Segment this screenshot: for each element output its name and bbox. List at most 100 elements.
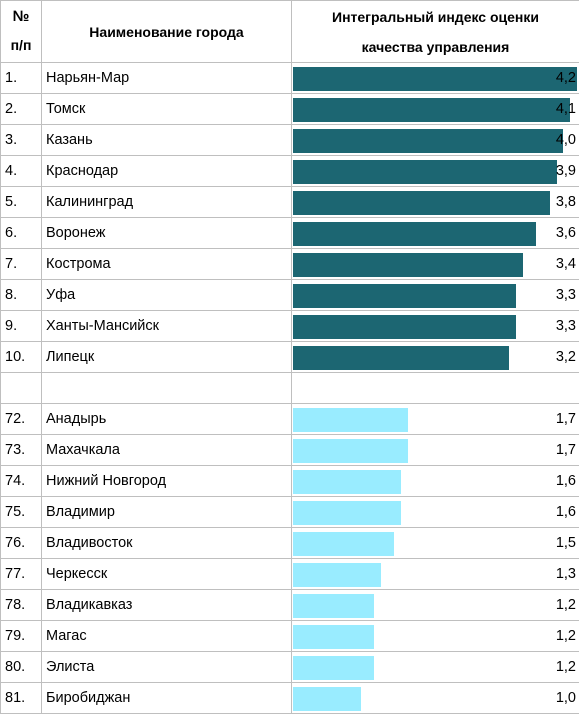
index-value: 1,7 — [555, 411, 576, 427]
index-value: 3,3 — [555, 318, 576, 334]
index-cell: 3,9 — [291, 155, 579, 187]
index-cell: 3,8 — [291, 186, 579, 218]
index-value: 1,3 — [555, 566, 576, 582]
row-number: 10. — [0, 341, 42, 373]
index-bar — [293, 594, 374, 618]
index-bar — [293, 439, 408, 463]
index-cell: 1,0 — [291, 682, 579, 714]
header-city: Наименование города — [41, 0, 292, 63]
table-row: 10. Липецк 3,2 — [0, 341, 579, 373]
table-row: 79. Магас 1,2 — [0, 620, 579, 652]
city-name: Ханты-Мансийск — [41, 310, 292, 342]
index-value: 4,0 — [555, 132, 576, 148]
city-name: Магас — [41, 620, 292, 652]
index-cell: 1,2 — [291, 589, 579, 621]
city-name: Нижний Новгород — [41, 465, 292, 497]
index-cell: 4,1 — [291, 93, 579, 125]
table-row: 73. Махачкала 1,7 — [0, 434, 579, 466]
row-number: 72. — [0, 403, 42, 435]
row-number: 6. — [0, 217, 42, 249]
city-name: Элиста — [41, 651, 292, 683]
index-bar — [293, 160, 557, 184]
table-row: 4. Краснодар 3,9 — [0, 155, 579, 187]
row-number: 5. — [0, 186, 42, 218]
index-cell: 1,6 — [291, 465, 579, 497]
index-cell: 1,3 — [291, 558, 579, 590]
empty-cell — [41, 372, 292, 404]
index-value: 1,2 — [555, 659, 576, 675]
index-bar — [293, 284, 516, 308]
city-name: Калининград — [41, 186, 292, 218]
index-value: 4,1 — [555, 101, 576, 117]
index-value: 1,0 — [555, 690, 576, 706]
index-value: 3,3 — [555, 287, 576, 303]
row-number: 8. — [0, 279, 42, 311]
table-body: 1. Нарьян-Мар 4,2 2. Томск 4,1 3. Казань 4,0 4. Кр… — [0, 62, 579, 714]
index-value: 3,8 — [555, 194, 576, 210]
row-number: 73. — [0, 434, 42, 466]
index-bar — [293, 625, 374, 649]
empty-cell — [291, 372, 579, 404]
index-value: 4,2 — [555, 70, 576, 86]
table-row: 75. Владимир 1,6 — [0, 496, 579, 528]
row-number: 9. — [0, 310, 42, 342]
header-index-line1: Интегральный индекс оценки — [332, 8, 539, 25]
index-bar — [293, 222, 536, 246]
index-value: 1,6 — [555, 473, 576, 489]
index-value: 1,6 — [555, 504, 576, 520]
index-cell: 1,6 — [291, 496, 579, 528]
row-number: 76. — [0, 527, 42, 559]
index-bar — [293, 501, 401, 525]
index-cell: 3,2 — [291, 341, 579, 373]
table-row: 77. Черкесск 1,3 — [0, 558, 579, 590]
table-row: 74. Нижний Новгород 1,6 — [0, 465, 579, 497]
row-number: 1. — [0, 62, 42, 94]
index-cell: 3,6 — [291, 217, 579, 249]
index-value: 3,4 — [555, 256, 576, 272]
index-value: 1,2 — [555, 597, 576, 613]
table-row: 8. Уфа 3,3 — [0, 279, 579, 311]
city-name: Биробиджан — [41, 682, 292, 714]
index-bar — [293, 346, 509, 370]
city-name: Владивосток — [41, 527, 292, 559]
city-name: Анадырь — [41, 403, 292, 435]
row-number: 78. — [0, 589, 42, 621]
header-number-abbr: п/п — [10, 36, 32, 53]
index-cell: 4,0 — [291, 124, 579, 156]
row-number: 4. — [0, 155, 42, 187]
table-row: 9. Ханты-Мансийск 3,3 — [0, 310, 579, 342]
index-cell: 3,3 — [291, 279, 579, 311]
index-value: 3,2 — [555, 349, 576, 365]
index-value: 1,7 — [555, 442, 576, 458]
city-name: Черкесск — [41, 558, 292, 590]
city-name: Кострома — [41, 248, 292, 280]
row-number: 77. — [0, 558, 42, 590]
city-name: Воронеж — [41, 217, 292, 249]
index-bar — [293, 656, 374, 680]
row-number: 75. — [0, 496, 42, 528]
index-cell: 3,3 — [291, 310, 579, 342]
row-number: 80. — [0, 651, 42, 683]
header-index: Интегральный индекс оценки качества упра… — [291, 0, 579, 63]
index-cell: 1,2 — [291, 651, 579, 683]
header-number-symbol: № — [12, 7, 30, 25]
index-bar — [293, 129, 563, 153]
table-row: 2. Томск 4,1 — [0, 93, 579, 125]
city-name: Владимир — [41, 496, 292, 528]
index-cell: 3,4 — [291, 248, 579, 280]
separator-row — [0, 372, 579, 404]
index-cell: 1,7 — [291, 434, 579, 466]
index-value: 3,6 — [555, 225, 576, 241]
city-name: Махачкала — [41, 434, 292, 466]
index-bar — [293, 67, 577, 91]
index-cell: 1,5 — [291, 527, 579, 559]
index-cell: 1,7 — [291, 403, 579, 435]
table-row: 6. Воронеж 3,6 — [0, 217, 579, 249]
city-name: Томск — [41, 93, 292, 125]
header-number: № п/п — [0, 0, 42, 63]
city-name: Казань — [41, 124, 292, 156]
index-bar — [293, 470, 401, 494]
index-bar — [293, 253, 523, 277]
index-bar — [293, 98, 570, 122]
index-cell: 4,2 — [291, 62, 579, 94]
